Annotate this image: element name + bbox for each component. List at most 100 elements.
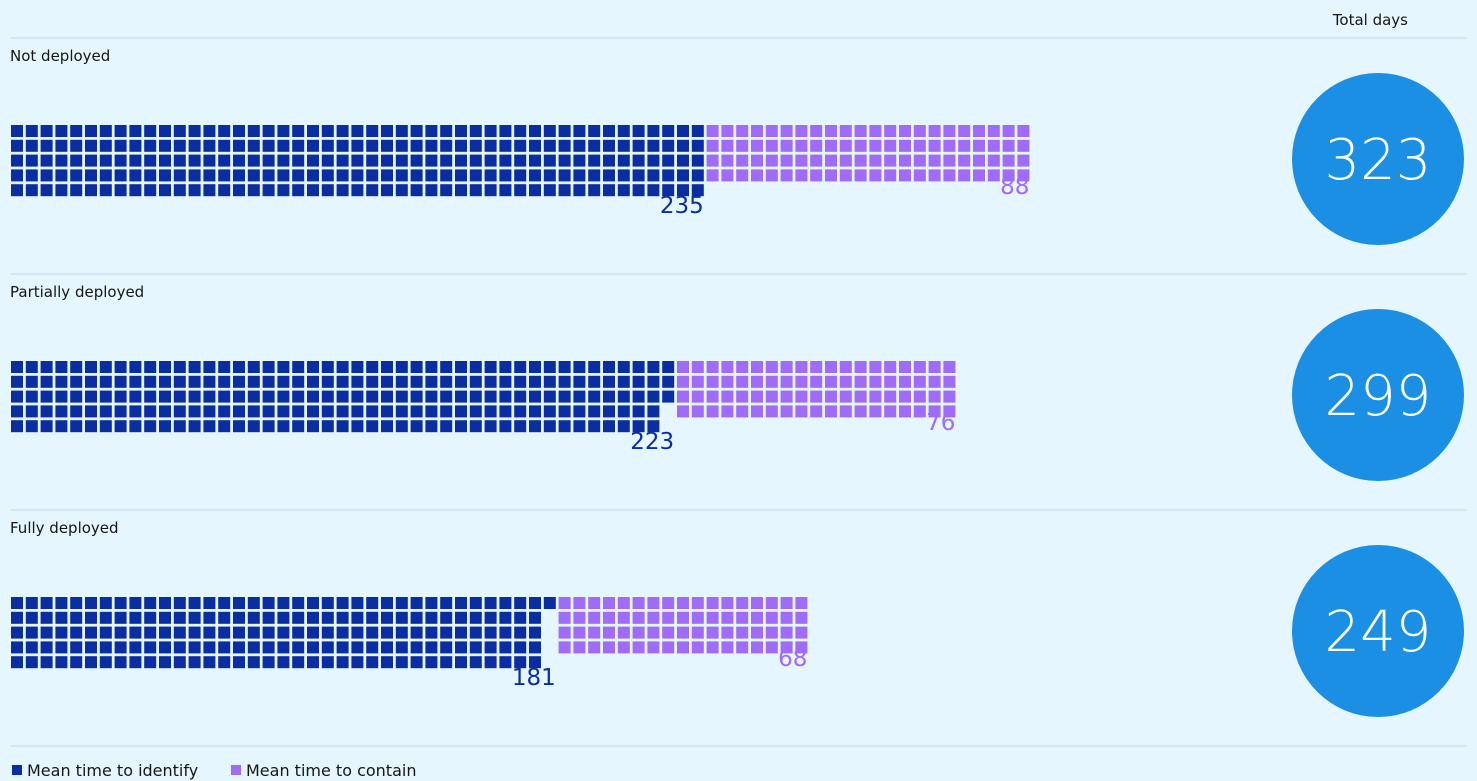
square-contain [632, 611, 645, 624]
square-contain [706, 390, 719, 403]
legend-swatch-contain [231, 765, 241, 775]
square-contain [958, 154, 971, 167]
square-identify [129, 420, 142, 433]
square-identify [247, 626, 260, 639]
square-identify [25, 154, 38, 167]
square-identify [543, 139, 556, 152]
square-identify [114, 361, 127, 373]
square-identify [469, 611, 482, 624]
square-contain [751, 154, 763, 167]
square-identify [484, 656, 497, 669]
square-contain [913, 139, 926, 152]
square-identify [129, 139, 142, 152]
square-identify [173, 626, 186, 639]
square-identify [617, 169, 630, 182]
square-identify [144, 361, 157, 373]
square-identify [85, 169, 97, 182]
square-identify [233, 405, 245, 418]
square-identify [425, 139, 438, 152]
square-identify [529, 139, 541, 152]
square-identify [499, 420, 512, 433]
square-identify [85, 597, 97, 609]
square-contain [928, 361, 941, 373]
square-identify [55, 405, 68, 418]
value-label-identify: 181 [512, 665, 556, 691]
square-identify [455, 139, 467, 152]
square-identify [336, 390, 349, 403]
square-contain [780, 626, 793, 639]
square-identify [558, 361, 571, 373]
square-identify [233, 420, 245, 433]
square-identify [366, 169, 379, 182]
square-identify [114, 169, 127, 182]
square-identify [617, 420, 630, 433]
square-identify [425, 184, 438, 197]
square-contain [647, 597, 660, 609]
square-identify [395, 390, 408, 403]
square-contain [884, 139, 897, 152]
square-identify [573, 139, 586, 152]
square-contain [677, 611, 689, 624]
square-contain [943, 361, 956, 373]
square-identify [218, 154, 231, 167]
square-identify [469, 597, 482, 609]
square-identify [55, 139, 68, 152]
square-contain [706, 597, 719, 609]
square-identify [588, 390, 601, 403]
square-identify [99, 169, 112, 182]
square-identify [188, 626, 201, 639]
square-contain [765, 390, 778, 403]
square-contain [603, 641, 615, 654]
square-identify [558, 420, 571, 433]
square-identify [233, 626, 245, 639]
square-identify [99, 597, 112, 609]
square-identify [11, 597, 23, 609]
square-identify [233, 184, 245, 197]
square-identify [336, 361, 349, 373]
square-contain [721, 405, 734, 418]
square-identify [262, 641, 275, 654]
square-identify [247, 184, 260, 197]
square-identify [25, 375, 38, 388]
square-contain [706, 375, 719, 388]
square-identify [11, 611, 23, 624]
square-identify [173, 611, 186, 624]
square-contain [706, 641, 719, 654]
square-identify [455, 405, 467, 418]
square-identify [55, 611, 68, 624]
square-contain [987, 169, 1000, 182]
square-contain [721, 139, 734, 152]
square-identify [336, 611, 349, 624]
square-contain [706, 154, 719, 167]
square-contain [603, 611, 615, 624]
square-identify [188, 597, 201, 609]
square-identify [425, 626, 438, 639]
square-identify [25, 139, 38, 152]
square-identify [499, 361, 512, 373]
square-identify [321, 656, 334, 669]
square-identify [307, 361, 319, 373]
square-identify [262, 375, 275, 388]
square-contain [825, 375, 837, 388]
square-identify [203, 626, 216, 639]
square-contain [795, 641, 808, 654]
square-contain [780, 139, 793, 152]
square-identify [336, 656, 349, 669]
square-identify [381, 139, 393, 152]
square-identify [632, 154, 645, 167]
square-contain [765, 154, 778, 167]
square-identify [173, 641, 186, 654]
square-identify [40, 184, 53, 197]
square-contain [603, 597, 615, 609]
square-identify [292, 154, 305, 167]
square-identify [321, 405, 334, 418]
square-identify [277, 361, 290, 373]
square-identify [25, 656, 38, 669]
square-contain [765, 139, 778, 152]
square-contain [928, 390, 941, 403]
square-identify [129, 361, 142, 373]
square-identify [55, 361, 68, 373]
square-identify [262, 611, 275, 624]
square-identify [455, 641, 467, 654]
square-contain [721, 597, 734, 609]
